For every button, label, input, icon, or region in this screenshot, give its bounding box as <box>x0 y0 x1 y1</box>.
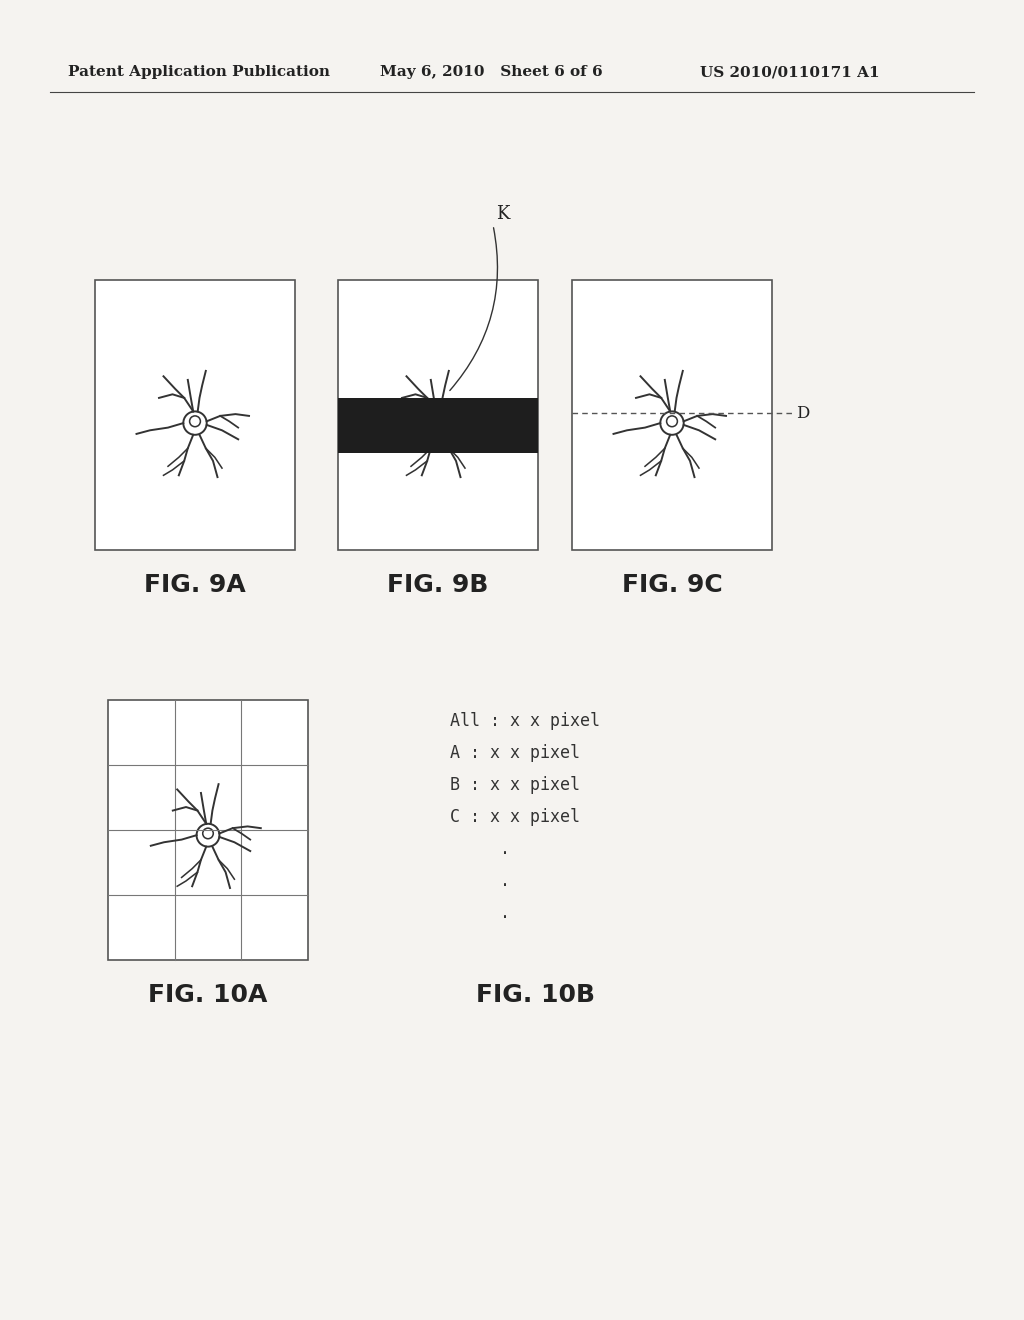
Bar <box>338 397 538 453</box>
Text: May 6, 2010   Sheet 6 of 6: May 6, 2010 Sheet 6 of 6 <box>380 65 603 79</box>
Text: All : x x pixel: All : x x pixel <box>450 711 600 730</box>
Text: FIG. 10A: FIG. 10A <box>148 983 267 1007</box>
Text: US 2010/0110171 A1: US 2010/0110171 A1 <box>700 65 880 79</box>
Bar <box>572 280 772 550</box>
Text: K: K <box>496 205 509 223</box>
Text: .: . <box>450 840 510 858</box>
Text: A : x x pixel: A : x x pixel <box>450 744 580 762</box>
Text: .: . <box>450 873 510 890</box>
Text: Patent Application Publication: Patent Application Publication <box>68 65 330 79</box>
Bar <box>95 280 295 550</box>
Bar <box>338 280 538 550</box>
Text: .: . <box>450 904 510 921</box>
Text: FIG. 9C: FIG. 9C <box>622 573 722 597</box>
Text: FIG. 9B: FIG. 9B <box>387 573 488 597</box>
Bar <box>108 700 308 960</box>
Text: C : x x pixel: C : x x pixel <box>450 808 580 826</box>
Text: FIG. 10B: FIG. 10B <box>475 983 595 1007</box>
Text: FIG. 9A: FIG. 9A <box>144 573 246 597</box>
Text: B : x x pixel: B : x x pixel <box>450 776 580 795</box>
Text: D: D <box>796 405 809 421</box>
